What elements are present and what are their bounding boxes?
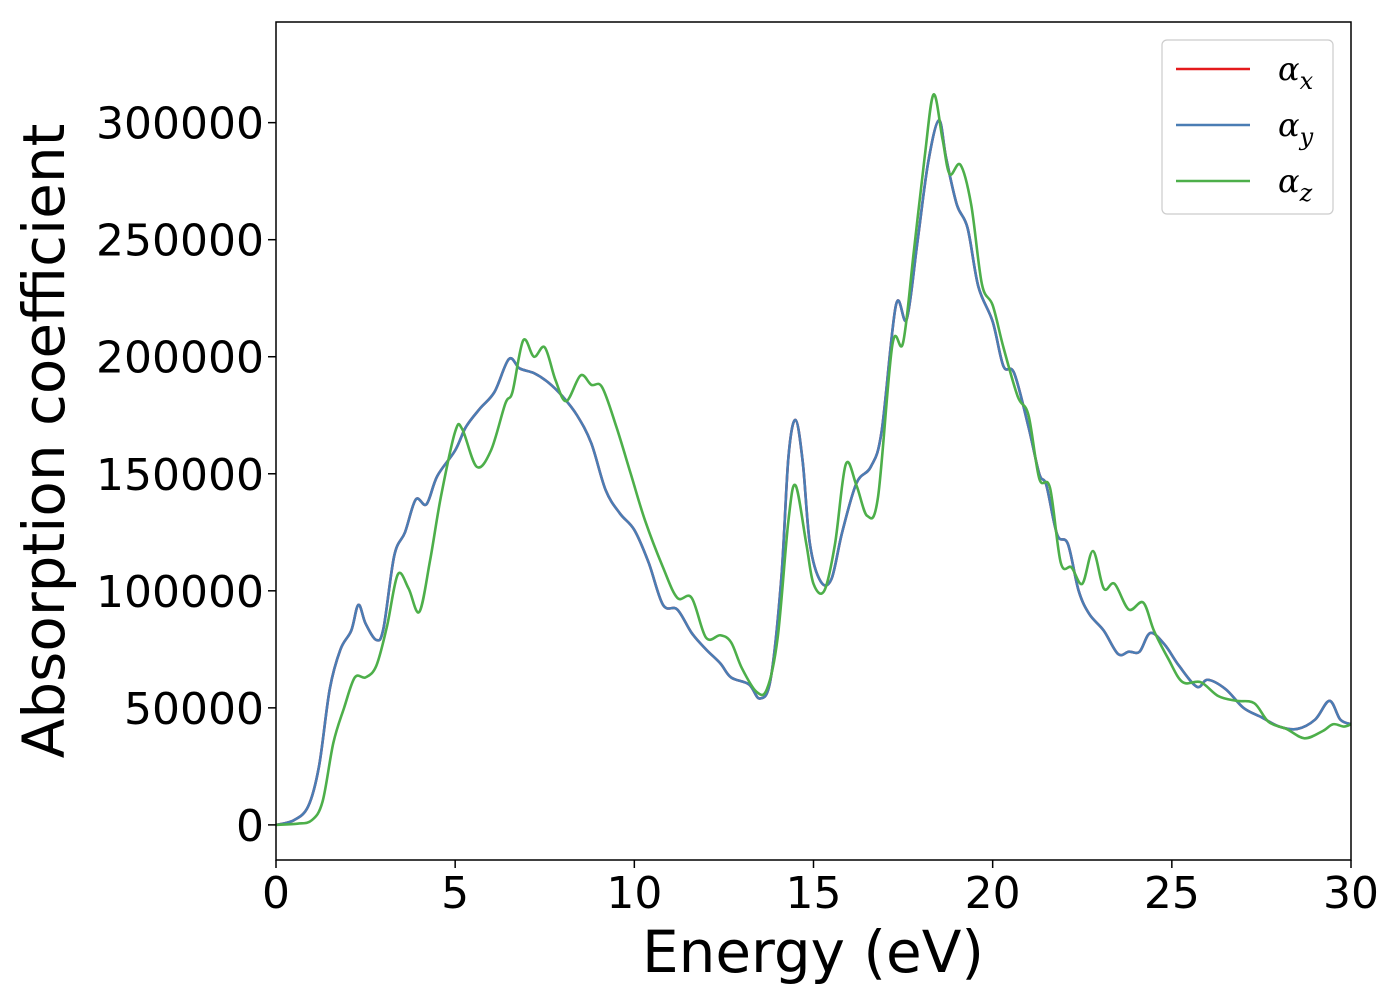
legend-label-y: αy xyxy=(1278,106,1314,151)
y-tick-label: 200000 xyxy=(96,333,264,384)
x-axis-label: Energy (eV) xyxy=(642,918,984,986)
x-tick-label: 25 xyxy=(1144,868,1200,919)
y-tick-label: 300000 xyxy=(96,99,264,150)
x-tick-label: 30 xyxy=(1323,868,1379,919)
y-axis-label: Absorption coefficient xyxy=(10,124,78,759)
x-tick-label: 10 xyxy=(606,868,662,919)
legend-label-x: αx xyxy=(1278,50,1314,95)
y-tick-label: 0 xyxy=(236,801,264,852)
y-tick-label: 50000 xyxy=(124,684,264,735)
legend-label-z: αz xyxy=(1278,162,1313,207)
x-tick-label: 5 xyxy=(441,868,469,919)
series-line-x xyxy=(276,119,1351,827)
series-line-z xyxy=(276,93,1351,827)
y-tick-label: 250000 xyxy=(96,216,264,267)
legend: αx αy αz xyxy=(1161,39,1334,215)
legend-box xyxy=(1161,39,1334,215)
y-tick-label: 100000 xyxy=(96,567,264,618)
series-layer xyxy=(276,93,1351,827)
tick-layer: 0 5 10 15 20 25 30 0 50000 100000 150000 200000 2500… xyxy=(96,99,1379,919)
y-tick-label: 150000 xyxy=(96,450,264,501)
x-tick-label: 0 xyxy=(262,868,290,919)
series-line-y xyxy=(276,119,1351,827)
x-tick-label: 20 xyxy=(965,868,1021,919)
x-tick-label: 15 xyxy=(786,868,842,919)
